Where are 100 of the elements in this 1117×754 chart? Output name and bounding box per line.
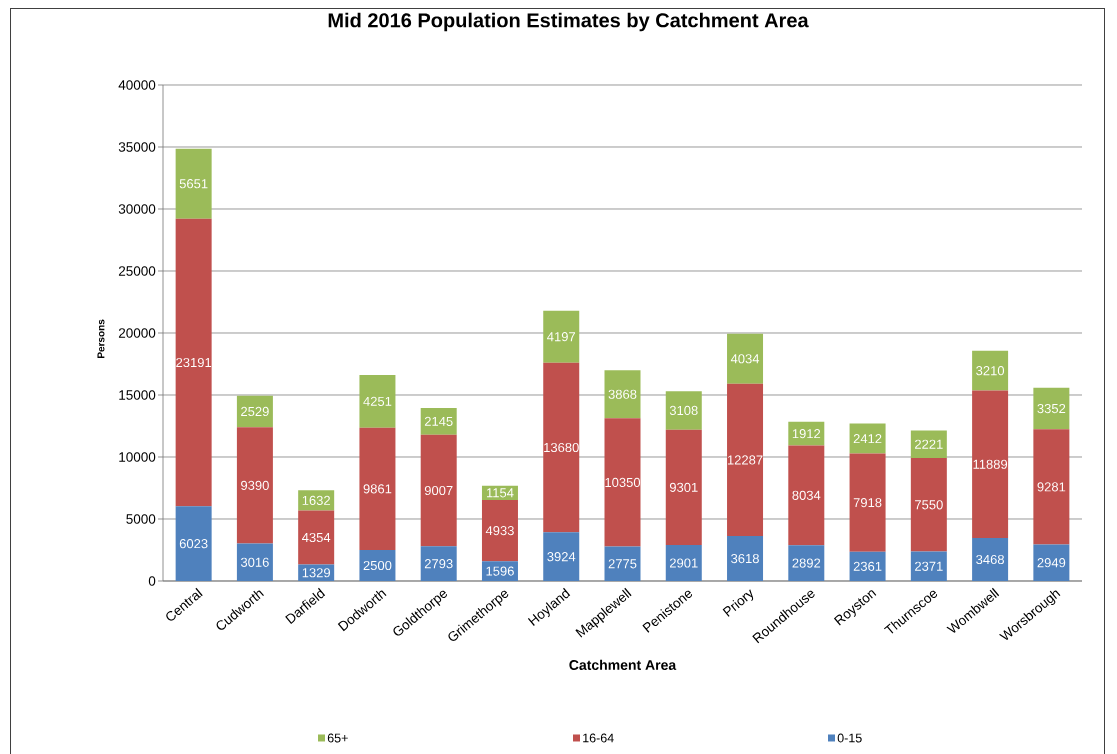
- data-label: 4034: [730, 354, 760, 364]
- data-label: 3618: [731, 553, 759, 564]
- data-label: 2529: [241, 406, 269, 417]
- bar: [910, 457, 947, 552]
- bar: [788, 545, 825, 581]
- bar: [849, 453, 886, 552]
- data-label: 2775: [608, 559, 637, 569]
- data-label: 4933: [485, 526, 514, 536]
- bar: [727, 333, 764, 384]
- bar: [420, 546, 457, 581]
- bar: [727, 536, 764, 581]
- bar: [972, 350, 1009, 391]
- data-label: 2412: [853, 434, 882, 444]
- bar: [972, 537, 1009, 581]
- bar: [604, 546, 641, 581]
- legend-label: 16-64: [583, 733, 614, 743]
- bar: [972, 390, 1009, 538]
- bar: [175, 218, 212, 507]
- bar: [481, 500, 518, 562]
- data-label: 2892: [792, 558, 821, 568]
- data-label: 2500: [363, 560, 392, 571]
- y-tick-label: 20000: [118, 328, 156, 338]
- bar: [604, 418, 641, 547]
- data-label: 2361: [853, 561, 882, 571]
- data-label: 1912: [792, 429, 821, 439]
- bar: [543, 362, 580, 533]
- bar: [481, 561, 518, 581]
- bar: [665, 391, 702, 430]
- x-axis-title: Catchment Area: [569, 659, 677, 670]
- legend-label: 65+: [327, 733, 348, 743]
- bar: [236, 427, 273, 544]
- bar: [1033, 429, 1070, 545]
- bar: [665, 429, 702, 546]
- y-tick-label: 30000: [118, 204, 156, 214]
- bar: [788, 421, 825, 446]
- data-label: 3924: [547, 552, 576, 562]
- bar: [849, 423, 886, 454]
- data-label: 5651: [179, 179, 208, 189]
- data-label: 1154: [486, 488, 514, 498]
- bar: [359, 375, 396, 428]
- bar: [849, 551, 886, 581]
- y-tick-label: 15000: [119, 390, 156, 400]
- data-label: 1329: [302, 568, 331, 578]
- bar: [604, 370, 641, 419]
- data-label: 9390: [241, 480, 269, 490]
- data-label: 4251: [363, 396, 392, 406]
- y-axis-title: Persons: [97, 319, 105, 358]
- chart-title: Mid 2016 Population Estimates by Catchment Area: [328, 12, 809, 32]
- bar: [420, 434, 457, 547]
- data-label: 4354: [302, 532, 331, 543]
- data-label: 9007: [424, 485, 453, 496]
- data-label: 9281: [1037, 482, 1066, 492]
- data-label: 7918: [853, 498, 882, 508]
- data-label: 10350: [605, 477, 641, 488]
- data-label: 23191: [176, 357, 212, 368]
- bar: [788, 445, 825, 546]
- data-label: 11889: [973, 459, 1008, 469]
- bar: [1033, 544, 1070, 581]
- y-tick-label: 35000: [118, 142, 156, 152]
- data-label: 2371: [915, 561, 943, 571]
- bar: [420, 408, 457, 435]
- bar: [175, 148, 212, 219]
- data-label: 2901: [669, 558, 698, 568]
- y-tick-label: 25000: [118, 266, 156, 276]
- data-label: 9861: [363, 484, 392, 494]
- data-label: 2221: [915, 439, 943, 449]
- data-label: 2793: [424, 559, 453, 569]
- bar: [543, 310, 580, 363]
- legend-label: 0-15: [837, 733, 862, 743]
- data-label: 1632: [302, 495, 330, 505]
- data-label: 7550: [915, 500, 943, 510]
- bar: [727, 383, 764, 537]
- data-label: 12287: [727, 455, 763, 465]
- data-label: 9301: [669, 482, 698, 492]
- bar: [665, 545, 702, 581]
- y-tick-label: 10000: [119, 452, 156, 462]
- bar: [359, 549, 396, 581]
- y-tick-label: 40000: [118, 80, 156, 90]
- bar: [910, 551, 947, 581]
- data-label: 3016: [240, 557, 269, 567]
- data-label: 3108: [669, 405, 698, 416]
- bar: [298, 490, 335, 511]
- y-tick-label: 0: [148, 576, 156, 586]
- y-tick-label: 5000: [126, 514, 156, 524]
- bar: [1033, 387, 1070, 430]
- bar: [175, 506, 212, 581]
- data-label: 8034: [792, 490, 821, 500]
- data-label: 6023: [179, 539, 208, 549]
- data-label: 4197: [547, 332, 576, 342]
- data-label: 3468: [976, 554, 1004, 565]
- bar: [359, 427, 396, 550]
- bar: [298, 510, 335, 565]
- data-label: 13680: [544, 442, 579, 453]
- bar: [543, 532, 580, 581]
- bar: [236, 395, 273, 428]
- data-label: 2949: [1037, 558, 1066, 568]
- data-label: 3210: [976, 366, 1005, 376]
- data-label: 2145: [424, 416, 453, 426]
- data-label: 3868: [608, 389, 637, 399]
- bar: [910, 430, 947, 458]
